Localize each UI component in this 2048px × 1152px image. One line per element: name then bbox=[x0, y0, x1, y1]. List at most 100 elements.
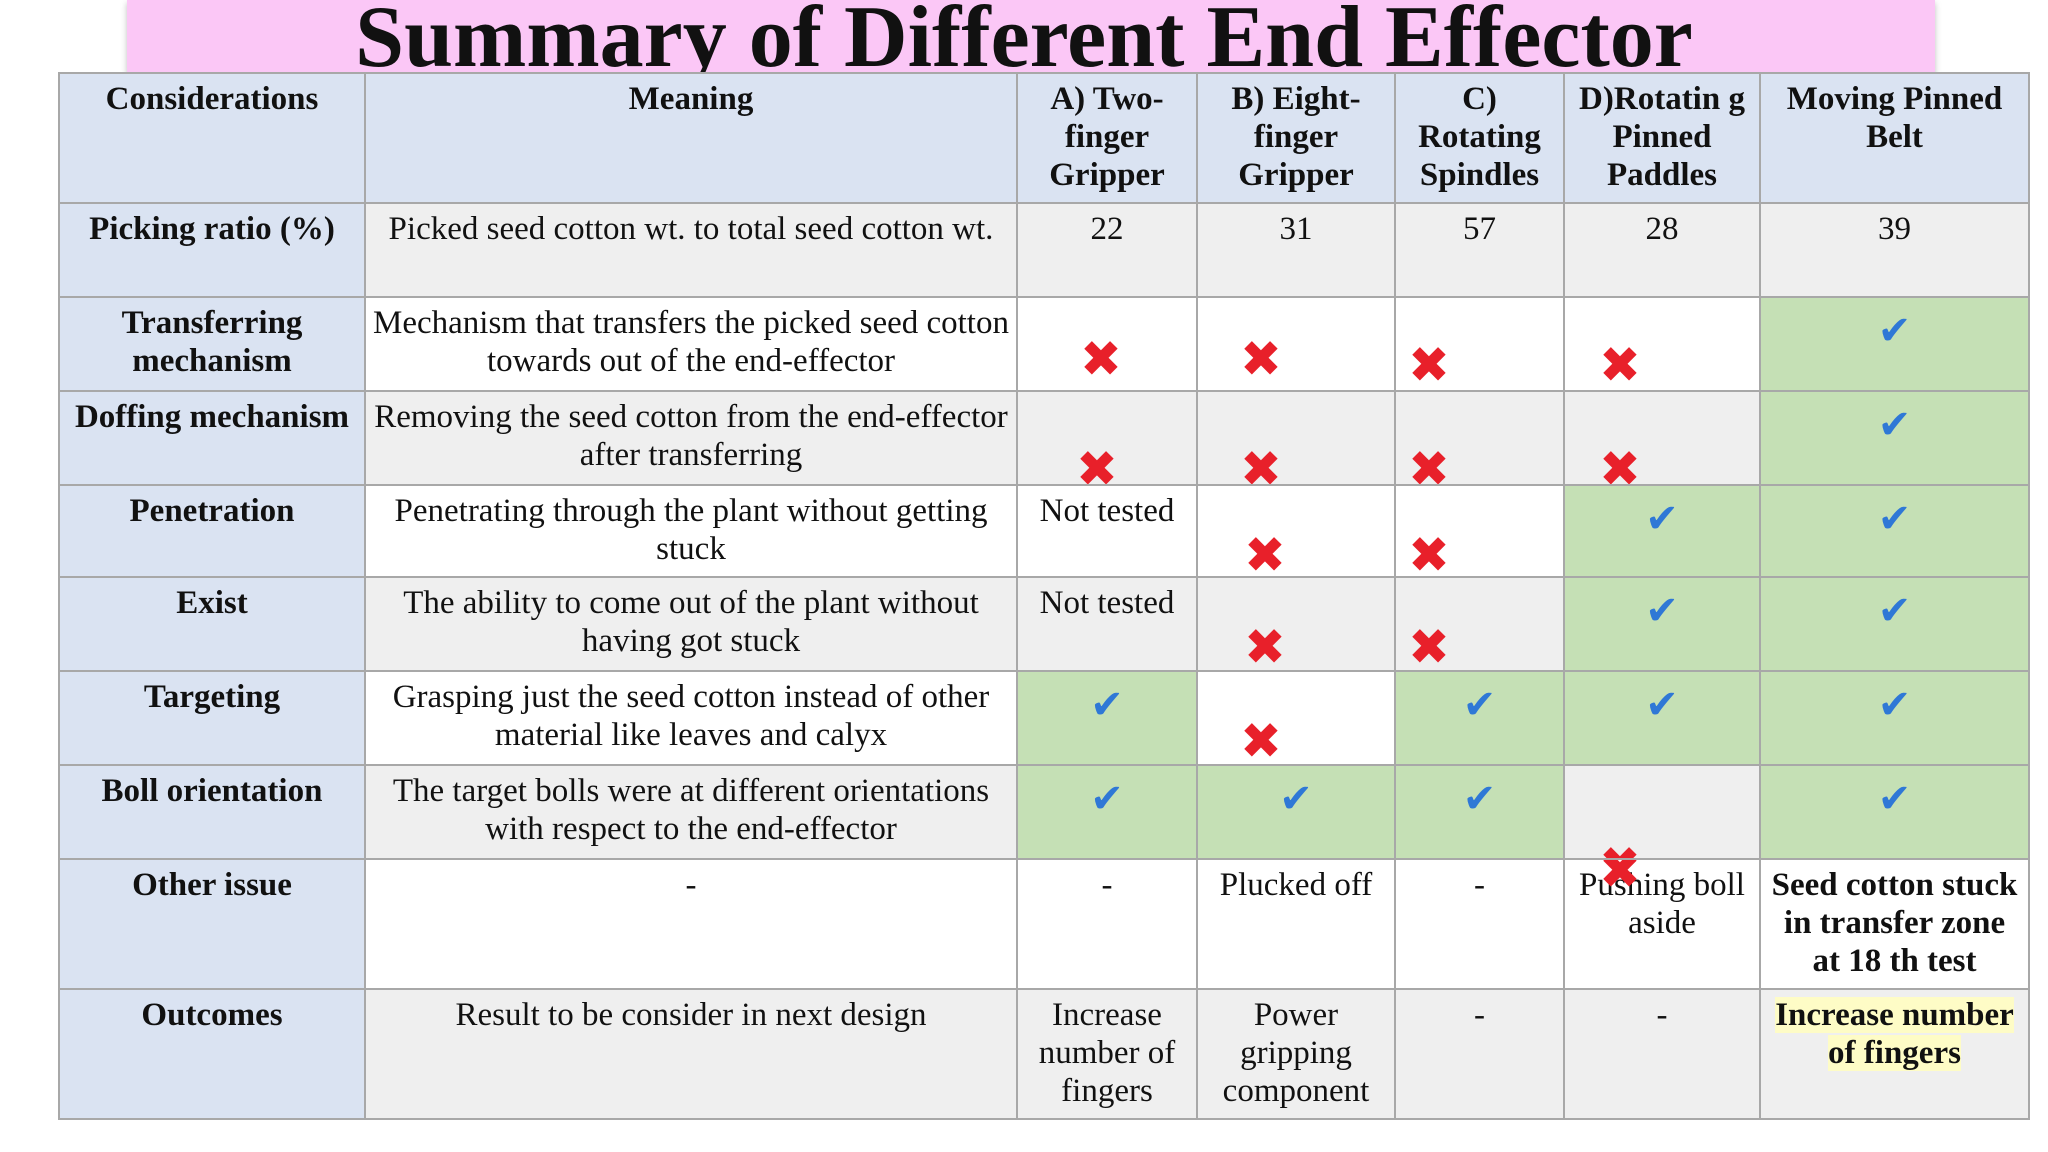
cell-value: - bbox=[1016, 858, 1198, 990]
check-icon: ✔ bbox=[1645, 682, 1679, 728]
header-considerations: Considerations bbox=[58, 72, 366, 204]
cross-icon: ✖ bbox=[1240, 712, 1282, 765]
cell-mark: ✔ bbox=[1759, 296, 2030, 392]
row-targeting: Targeting Grasping just the seed cotton … bbox=[58, 670, 2030, 766]
cell-mark: ✔ bbox=[1563, 670, 1761, 766]
row-label: Picking ratio (%) bbox=[58, 202, 366, 298]
cell-mark: ✔ bbox=[1759, 670, 2030, 766]
row-penetration: Penetration Penetrating through the plan… bbox=[58, 484, 2030, 578]
check-icon: ✔ bbox=[1279, 776, 1313, 822]
header-meaning: Meaning bbox=[364, 72, 1018, 204]
cross-icon: ✖ bbox=[1599, 859, 1641, 900]
cross-icon: ✖ bbox=[1240, 330, 1282, 388]
row-meaning: Removing the seed cotton from the end-ef… bbox=[364, 390, 1018, 486]
cell-mark: ✔ bbox=[1759, 576, 2030, 672]
cell-mark: ✖ bbox=[1394, 484, 1565, 578]
cell-mark: ✔ bbox=[1196, 764, 1396, 860]
row-label: Transferring mechanism bbox=[58, 296, 366, 392]
cell-mark: ✖ bbox=[1196, 296, 1396, 392]
row-boll-orientation: Boll orientation The target bolls were a… bbox=[58, 764, 2030, 860]
row-transferring-mechanism: Transferring mechanism Mechanism that tr… bbox=[58, 296, 2030, 392]
cross-icon: ✖ bbox=[1076, 440, 1118, 485]
row-meaning: Penetrating through the plant without ge… bbox=[364, 484, 1018, 578]
cross-icon: ✖ bbox=[1599, 840, 1641, 857]
check-icon: ✔ bbox=[1877, 402, 1912, 448]
header-rotating-pinned-paddles: D)Rotatin g Pinned Paddles bbox=[1563, 72, 1761, 204]
cell-value: 28 bbox=[1563, 202, 1761, 298]
header-rotating-spindles: C) Rotating Spindles bbox=[1394, 72, 1565, 204]
cell-value: Seed cotton stuck in transfer zone at 18… bbox=[1759, 858, 2030, 990]
cell-mark: ✔ bbox=[1394, 764, 1565, 860]
row-label: Outcomes bbox=[58, 988, 366, 1120]
cell-mark: ✔ bbox=[1563, 484, 1761, 578]
check-icon: ✔ bbox=[1645, 496, 1679, 542]
title-banner bbox=[127, 0, 1935, 72]
cell-mark: ✔ bbox=[1759, 390, 2030, 486]
cell-mark: ✖ bbox=[1563, 764, 1761, 860]
cell-value: ✖ Pushing boll aside bbox=[1563, 858, 1761, 990]
cell-mark: ✖ bbox=[1016, 390, 1198, 486]
check-icon: ✔ bbox=[1462, 776, 1497, 822]
row-label: Other issue bbox=[58, 858, 366, 990]
cell-mark: ✖ bbox=[1394, 296, 1565, 392]
check-icon: ✔ bbox=[1877, 682, 1912, 728]
header-moving-pinned-belt: Moving Pinned Belt bbox=[1759, 72, 2030, 204]
check-icon: ✔ bbox=[1877, 496, 1912, 542]
row-doffing-mechanism: Doffing mechanism Removing the seed cott… bbox=[58, 390, 2030, 486]
cross-icon: ✖ bbox=[1244, 526, 1286, 577]
cell-value: 22 bbox=[1016, 202, 1198, 298]
cross-icon: ✖ bbox=[1408, 618, 1450, 671]
cell-mark: ✔ bbox=[1759, 484, 2030, 578]
header-eight-finger-gripper: B) Eight-finger Gripper bbox=[1196, 72, 1396, 204]
cell-mark: ✖ bbox=[1394, 576, 1565, 672]
row-picking-ratio: Picking ratio (%) Picked seed cotton wt.… bbox=[58, 202, 2030, 298]
row-label: Targeting bbox=[58, 670, 366, 766]
row-meaning: - bbox=[364, 858, 1018, 990]
cell-value: Plucked off bbox=[1196, 858, 1396, 990]
cell-mark: ✖ bbox=[1196, 484, 1396, 578]
cell-mark: ✖ bbox=[1196, 576, 1396, 672]
check-icon: ✔ bbox=[1090, 682, 1124, 728]
cell-value: Not tested bbox=[1016, 484, 1198, 578]
cross-icon: ✖ bbox=[1408, 336, 1450, 391]
row-meaning: Result to be consider in next design bbox=[364, 988, 1018, 1120]
row-outcomes: Outcomes Result to be consider in next d… bbox=[58, 988, 2030, 1120]
cell-mark: ✖ bbox=[1016, 296, 1198, 392]
cross-icon: ✖ bbox=[1080, 330, 1122, 388]
cell-mark: ✔ bbox=[1759, 764, 2030, 860]
row-label: Doffing mechanism bbox=[58, 390, 366, 486]
cell-value: 31 bbox=[1196, 202, 1396, 298]
page-title: Summary of Different End Effector bbox=[355, 0, 1693, 86]
row-meaning: Mechanism that transfers the picked seed… bbox=[364, 296, 1018, 392]
check-icon: ✔ bbox=[1462, 682, 1497, 728]
row-meaning: The target bolls were at different orien… bbox=[364, 764, 1018, 860]
row-label: Exist bbox=[58, 576, 366, 672]
row-exist: Exist The ability to come out of the pla… bbox=[58, 576, 2030, 672]
header-two-finger-gripper: A) Two-finger Gripper bbox=[1016, 72, 1198, 204]
cell-value: Power gripping component bbox=[1196, 988, 1396, 1120]
cross-icon: ✖ bbox=[1599, 336, 1641, 391]
highlighted-outcome: Increase number of fingers bbox=[1775, 997, 2014, 1071]
cell-mark: ✔ bbox=[1016, 764, 1198, 860]
cell-value: - bbox=[1563, 988, 1761, 1120]
cell-mark: ✖ bbox=[1563, 390, 1761, 486]
cross-icon: ✖ bbox=[1408, 526, 1450, 577]
cross-icon: ✖ bbox=[1240, 440, 1282, 485]
check-icon: ✔ bbox=[1090, 776, 1124, 822]
cross-icon: ✖ bbox=[1408, 440, 1450, 485]
cell-mark: ✔ bbox=[1563, 576, 1761, 672]
cross-icon: ✖ bbox=[1244, 618, 1286, 671]
row-other-issue: Other issue - - Plucked off - ✖ Pushing … bbox=[58, 858, 2030, 990]
cell-mark: ✖ bbox=[1196, 670, 1396, 766]
pushing-boll-aside-text: Pushing boll aside bbox=[1579, 867, 1745, 941]
cell-value: - bbox=[1394, 988, 1565, 1120]
cell-mark: ✔ bbox=[1394, 670, 1565, 766]
cell-value: - bbox=[1394, 858, 1565, 990]
row-meaning: Picked seed cotton wt. to total seed cot… bbox=[364, 202, 1018, 298]
check-icon: ✔ bbox=[1877, 776, 1912, 822]
row-label: Penetration bbox=[58, 484, 366, 578]
cell-value: Increase number of fingers bbox=[1016, 988, 1198, 1120]
cell-mark: ✖ bbox=[1196, 390, 1396, 486]
cell-value: 39 bbox=[1759, 202, 2030, 298]
cell-mark: ✖ bbox=[1563, 296, 1761, 392]
